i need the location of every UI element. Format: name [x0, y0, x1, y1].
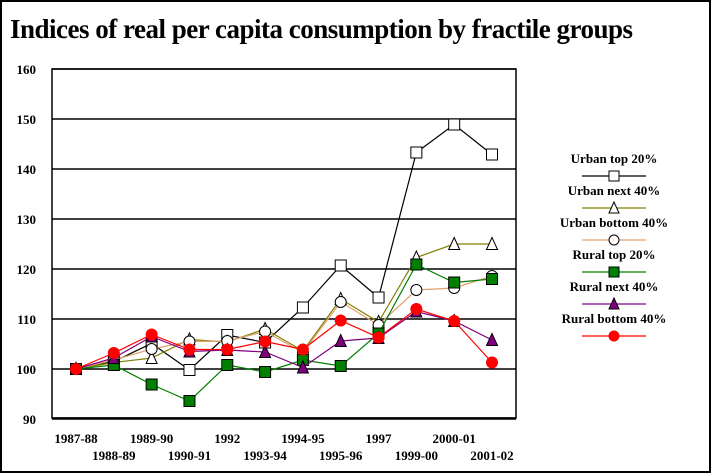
data-point-marker [259, 325, 272, 338]
data-point-marker [259, 335, 272, 348]
x-tick-label: 1989-90 [130, 431, 173, 446]
data-point-marker [70, 363, 82, 375]
series-rural-top-20 [70, 258, 498, 407]
series-line [75, 243, 492, 370]
legend-label: Rural next 40% [570, 279, 659, 294]
data-point-marker [447, 236, 461, 250]
data-point-marker [183, 364, 196, 376]
y-tick-label: 140 [17, 162, 37, 177]
series-line [75, 263, 493, 402]
data-point-marker [334, 296, 347, 308]
y-tick-label: 130 [17, 212, 37, 227]
chart-title: Indices of real per capita consumption b… [10, 14, 633, 44]
x-tick-label: 1995-96 [319, 448, 363, 463]
data-point-marker [410, 303, 423, 315]
data-point-marker [608, 234, 620, 246]
series-line [75, 275, 493, 370]
data-point-marker [410, 284, 423, 296]
data-point-marker [296, 359, 310, 374]
data-point-marker [485, 236, 499, 250]
data-point-marker [259, 366, 272, 378]
data-point-marker [372, 331, 385, 344]
series-line [75, 123, 493, 371]
data-point-marker [334, 360, 347, 372]
y-tick-label: 110 [17, 312, 36, 327]
data-point-marker [145, 328, 158, 341]
x-tick-label: 1988-89 [92, 448, 136, 463]
x-tick-label: 1992 [214, 431, 240, 446]
data-point-marker [486, 356, 498, 369]
data-point-marker [448, 315, 461, 327]
x-tick-label: 1987-88 [54, 431, 98, 446]
data-point-marker [107, 347, 120, 359]
series-rural-bottom-40 [70, 303, 498, 375]
legend-label: Urban top 20% [571, 151, 658, 166]
data-point-marker [608, 296, 620, 310]
data-point-marker [448, 276, 461, 289]
data-point-marker [608, 200, 620, 214]
data-point-marker [221, 359, 234, 371]
y-tick-label: 120 [17, 262, 37, 277]
x-tick-label: 1999-00 [395, 448, 438, 463]
data-point-marker [410, 146, 423, 159]
y-tick-label: 160 [17, 62, 37, 77]
data-point-marker [296, 301, 309, 314]
legend-label: Rural bottom 40% [562, 311, 667, 326]
data-point-marker [258, 344, 272, 358]
data-point-marker [183, 395, 196, 407]
data-point-marker [334, 333, 348, 347]
legend-label: Urban next 40% [568, 183, 660, 198]
data-point-marker [221, 343, 234, 356]
series-urban-top-20 [70, 118, 498, 376]
y-tick-label: 100 [17, 362, 37, 377]
data-point-marker [486, 148, 498, 161]
data-point-marker [410, 258, 423, 271]
data-point-marker [608, 170, 620, 182]
x-tick-label: 2001-02 [470, 448, 513, 463]
data-point-marker [608, 330, 620, 342]
y-tick-label: 90 [23, 412, 36, 427]
x-tick-label: 1994-95 [281, 431, 325, 446]
data-point-marker [145, 378, 158, 391]
data-point-marker [183, 343, 196, 356]
data-point-marker [448, 118, 461, 131]
x-tick-label: 1990-91 [168, 448, 211, 463]
data-point-marker [145, 350, 158, 364]
legend: Urban top 20% Urban next 40% Urban bottom … [560, 151, 668, 342]
data-point-marker [334, 259, 347, 272]
data-point-marker [486, 273, 498, 285]
x-tick-label: 2000-01 [433, 431, 476, 446]
series-line [75, 310, 493, 370]
series-urban-bottom-40 [70, 270, 498, 375]
data-point-marker [145, 343, 158, 355]
legend-label: Rural top 20% [572, 247, 655, 262]
x-tick-label: 1997 [366, 431, 393, 446]
y-tick-label: 150 [17, 112, 37, 127]
x-tick-label: 1993-94 [243, 448, 287, 463]
data-point-marker [485, 332, 499, 346]
data-point-marker [334, 314, 347, 327]
legend-label: Urban bottom 40% [560, 215, 668, 230]
series-line [75, 308, 493, 370]
data-point-marker [296, 343, 309, 356]
data-point-marker [608, 266, 620, 278]
data-point-marker [372, 291, 385, 304]
